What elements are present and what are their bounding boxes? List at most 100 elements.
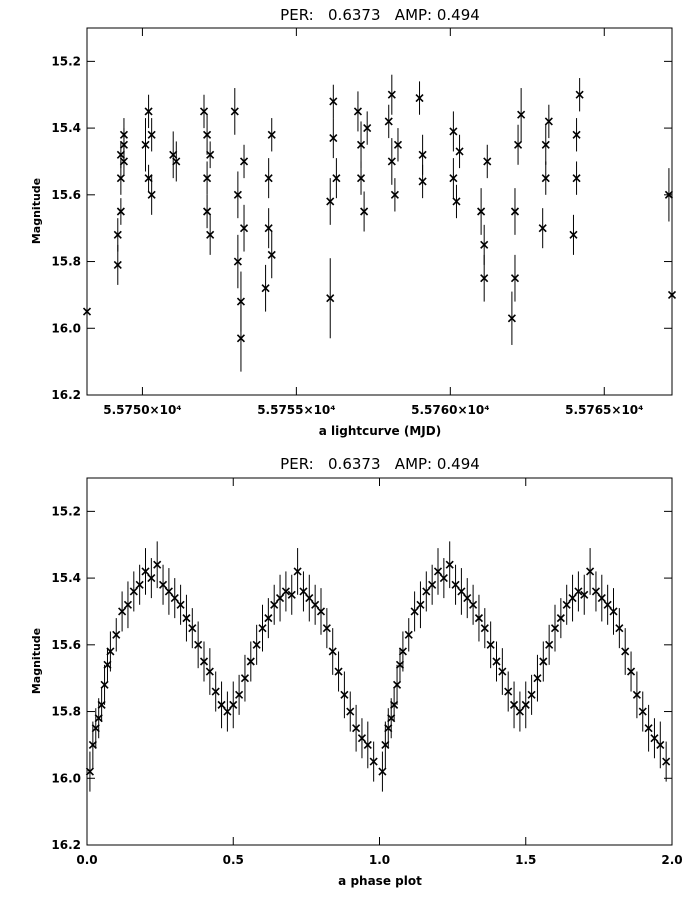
lightcurve-data-point [332, 158, 341, 199]
phase-data-point [112, 618, 121, 652]
lightcurve-data-point [329, 84, 338, 119]
lightcurve-data-point [233, 171, 242, 219]
phase-data-point [135, 564, 144, 605]
phase-data-point [469, 584, 478, 625]
phase-data-point [85, 751, 94, 792]
lightcurve-data-point [147, 118, 156, 152]
phase-data-point [205, 648, 214, 695]
lightcurve-data-point [572, 118, 581, 152]
phase-data-point [378, 751, 387, 792]
phase-x-tick-label: 2.0 [661, 853, 682, 867]
phase-y-tick-label: 15.6 [51, 638, 81, 652]
phase-y-tick-label: 15.8 [51, 705, 81, 719]
lightcurve-data-point [236, 304, 246, 372]
phase-data-point [533, 654, 542, 702]
phase-data-point [188, 608, 197, 649]
lightcurve-data-point [572, 161, 581, 195]
lightcurve-data-point [544, 104, 553, 139]
phase-data-point [591, 571, 601, 612]
phase-data-point [164, 568, 173, 615]
phase-x-tick-label: 1.0 [369, 853, 390, 867]
phase-data-point [457, 568, 466, 615]
lightcurve-data-point [239, 144, 249, 179]
phase-data-point [158, 564, 168, 605]
phase-data-point [287, 574, 296, 615]
phase-data-point [299, 571, 308, 612]
phase-title: PER: 0.6373 AMP: 0.494 [280, 455, 480, 473]
phase-data-point [240, 654, 250, 702]
phase-data-point [498, 648, 507, 695]
phase-data-point [211, 671, 220, 712]
phase-data-point [275, 574, 285, 622]
lightcurve-data-point [356, 161, 366, 195]
phase-data-point [632, 671, 641, 719]
lightcurve-data-point [455, 134, 464, 169]
phase-data-point [88, 721, 97, 769]
lightcurve-x-axis-label: a lightcurve (MJD) [319, 424, 441, 438]
lightcurve-panel: PER: 0.6373 AMP: 0.494 Magnitude a light… [30, 6, 677, 438]
lightcurve-title: PER: 0.6373 AMP: 0.494 [280, 6, 480, 24]
lightcurve-x-tick-label: 5.5765×10⁴ [565, 403, 643, 417]
phase-data-point [597, 574, 606, 622]
phase-y-tick-label: 15.2 [51, 504, 81, 518]
phase-data-point [340, 671, 349, 719]
lightcurve-data-point [353, 91, 363, 132]
lightcurve-data-point [449, 158, 458, 199]
phase-data-point [509, 681, 519, 729]
phase-data-point [644, 704, 653, 752]
lightcurve-data-point [387, 74, 396, 115]
phase-plot-frame [86, 477, 673, 846]
lightcurve-data-point [387, 138, 396, 185]
phase-data-point [603, 584, 612, 625]
lightcurve-data-point [517, 88, 526, 142]
phase-data-point [182, 594, 191, 642]
phase-x-tick-label: 0.5 [223, 853, 244, 867]
lightcurve-data-point [541, 161, 550, 195]
phase-data-point [141, 548, 150, 595]
lightcurve-data-point [239, 204, 249, 252]
lightcurve-x-tick-label: 5.5760×10⁴ [411, 403, 489, 417]
lightcurve-data-point [418, 164, 427, 199]
phase-data-point [586, 548, 595, 595]
phase-data-point [545, 624, 554, 665]
phase-data-point [176, 584, 185, 625]
phase-data-point [352, 704, 361, 752]
phase-data-point [123, 581, 133, 629]
lightcurve-data-point [390, 178, 399, 212]
lightcurve-data-point [141, 118, 150, 172]
phase-data-point [387, 698, 396, 739]
lightcurve-y-tick-label: 15.6 [51, 188, 81, 202]
phase-data-point [311, 584, 320, 625]
lightcurve-data-point [199, 94, 209, 129]
phase-data-point [229, 681, 238, 729]
phase-data-point [662, 741, 671, 782]
phase-data-point [422, 571, 431, 612]
lightcurve-y-tick-label: 15.8 [51, 255, 81, 269]
phase-data-point [129, 571, 138, 612]
phase-data-point [258, 604, 267, 652]
phase-data-point [650, 718, 659, 759]
lightcurve-y-axis-label: Magnitude [30, 178, 43, 244]
lightcurve-data-point [144, 94, 153, 129]
phase-data-point [398, 631, 407, 672]
lightcurve-data-point [477, 188, 486, 235]
phase-data-point [550, 604, 560, 652]
lightcurve-y-tick-label: 15.2 [51, 54, 81, 68]
lightcurve-data-point [147, 174, 156, 215]
lightcurve-data-point [575, 78, 584, 112]
phase-x-tick-label: 0.0 [76, 853, 97, 867]
lightcurve-data-point [415, 81, 424, 115]
lightcurve-data-point [483, 144, 492, 179]
phase-data-point [97, 688, 106, 722]
phase-data-point [539, 641, 548, 682]
phase-data-point [451, 564, 460, 605]
phase-data-point [217, 681, 226, 729]
lightcurve-data-point [667, 271, 677, 319]
phase-data-point [439, 558, 448, 599]
lightcurve-data-point [144, 164, 153, 192]
lightcurve-data-point [206, 141, 215, 169]
lightcurve-data-point [326, 178, 335, 225]
phase-x-tick-label: 1.5 [515, 853, 536, 867]
phase-y-tick-label: 16.0 [51, 771, 81, 785]
phase-data-point [521, 681, 530, 729]
